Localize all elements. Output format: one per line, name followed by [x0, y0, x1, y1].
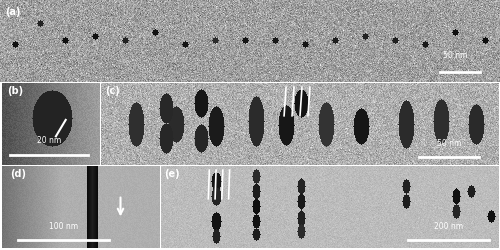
Text: 200 nm: 200 nm — [434, 221, 463, 230]
Text: (d): (d) — [10, 169, 26, 179]
Text: (b): (b) — [7, 86, 23, 96]
Text: (e): (e) — [164, 169, 180, 179]
Text: 50 nm: 50 nm — [443, 50, 467, 59]
Text: 100 nm: 100 nm — [49, 221, 78, 230]
Text: (c): (c) — [105, 86, 120, 96]
Text: 50 nm: 50 nm — [437, 138, 462, 147]
Text: (a): (a) — [5, 6, 20, 16]
Text: 20 nm: 20 nm — [37, 136, 61, 145]
